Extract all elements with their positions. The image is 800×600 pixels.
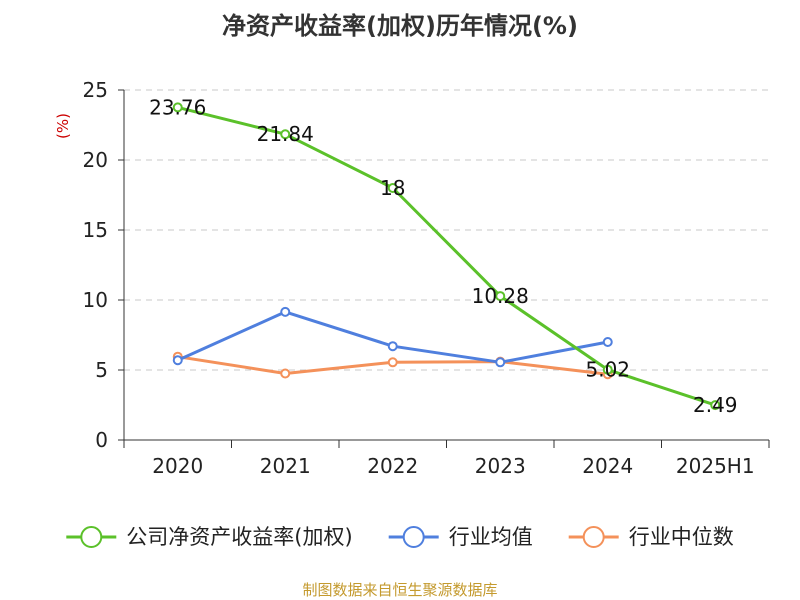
source-note: 制图数据来自恒生聚源数据库: [302, 581, 497, 599]
data-label-2021: 21.84: [257, 122, 314, 146]
x-tick-label-2023: 2023: [475, 454, 526, 478]
legend-label: 公司净资产收益率(加权): [126, 525, 352, 549]
x-tick-label-2024: 2024: [582, 454, 633, 478]
series-1-point-2024[interactable]: [602, 337, 613, 347]
series-0-point-2020[interactable]: [172, 102, 183, 113]
legend-swatch-marker: [80, 526, 103, 548]
series-0-point-2023[interactable]: [495, 291, 506, 302]
data-label-2024: 5.02: [585, 358, 630, 382]
series-1-point-2021[interactable]: [280, 306, 291, 317]
grid-lines: [124, 89, 769, 371]
legend-swatch-marker: [402, 526, 425, 548]
y-tick-label: 0: [95, 428, 108, 452]
data-label-2025H1: 2.49: [693, 393, 738, 417]
axes: 0 5 10 15 20 25 2020 2021 2022 2023 2024 2025H1: [83, 78, 770, 478]
data-label-2022: 18: [380, 176, 405, 200]
series-line-1: [176, 310, 610, 364]
y-axis-unit: (%): [54, 113, 72, 139]
series-1-point-2022[interactable]: [387, 341, 398, 352]
data-labels: 23.76 21.84 18 10.28 5.02 2.49: [149, 95, 737, 417]
legend-item-1[interactable]: 行业均值: [388, 525, 533, 549]
series-1-point-2023[interactable]: [495, 357, 506, 368]
legend-label: 行业均值: [449, 525, 533, 549]
x-tick-label-2022: 2022: [367, 454, 418, 478]
legend-swatch-marker: [582, 526, 605, 548]
series-line-0: [176, 105, 717, 407]
series-0-point-2024[interactable]: [602, 364, 613, 375]
x-tick-label-2020: 2020: [152, 454, 203, 478]
series-2-point-2021[interactable]: [280, 368, 291, 379]
y-tick-label: 5: [95, 358, 108, 382]
y-tick-label: 25: [83, 78, 108, 102]
series-1-point-2020[interactable]: [172, 355, 183, 366]
series-0-point-2025H1[interactable]: [710, 400, 721, 411]
legend-item-0[interactable]: 公司净资产收益率(加权): [66, 525, 353, 549]
series-0-point-2022[interactable]: [387, 183, 398, 193]
y-tick-label: 20: [83, 148, 108, 172]
series-0-point-2021[interactable]: [280, 129, 291, 140]
data-label-2023: 10.28: [472, 284, 529, 308]
series-group: [172, 102, 721, 411]
legend-label: 行业中位数: [629, 525, 734, 549]
legend-item-2[interactable]: 行业中位数: [568, 525, 734, 549]
y-tick-label: 15: [83, 218, 108, 242]
legend: 公司净资产收益率(加权) 行业均值 行业中位数: [66, 525, 734, 549]
x-tick-label-2025H1: 2025H1: [676, 454, 755, 478]
x-tick-label-2021: 2021: [260, 454, 311, 478]
data-label-2020: 23.76: [149, 95, 206, 119]
y-tick-label: 10: [83, 288, 108, 312]
chart-title: 净资产收益率(加权)历年情况(%): [222, 12, 578, 40]
series-2-point-2022[interactable]: [387, 357, 398, 368]
